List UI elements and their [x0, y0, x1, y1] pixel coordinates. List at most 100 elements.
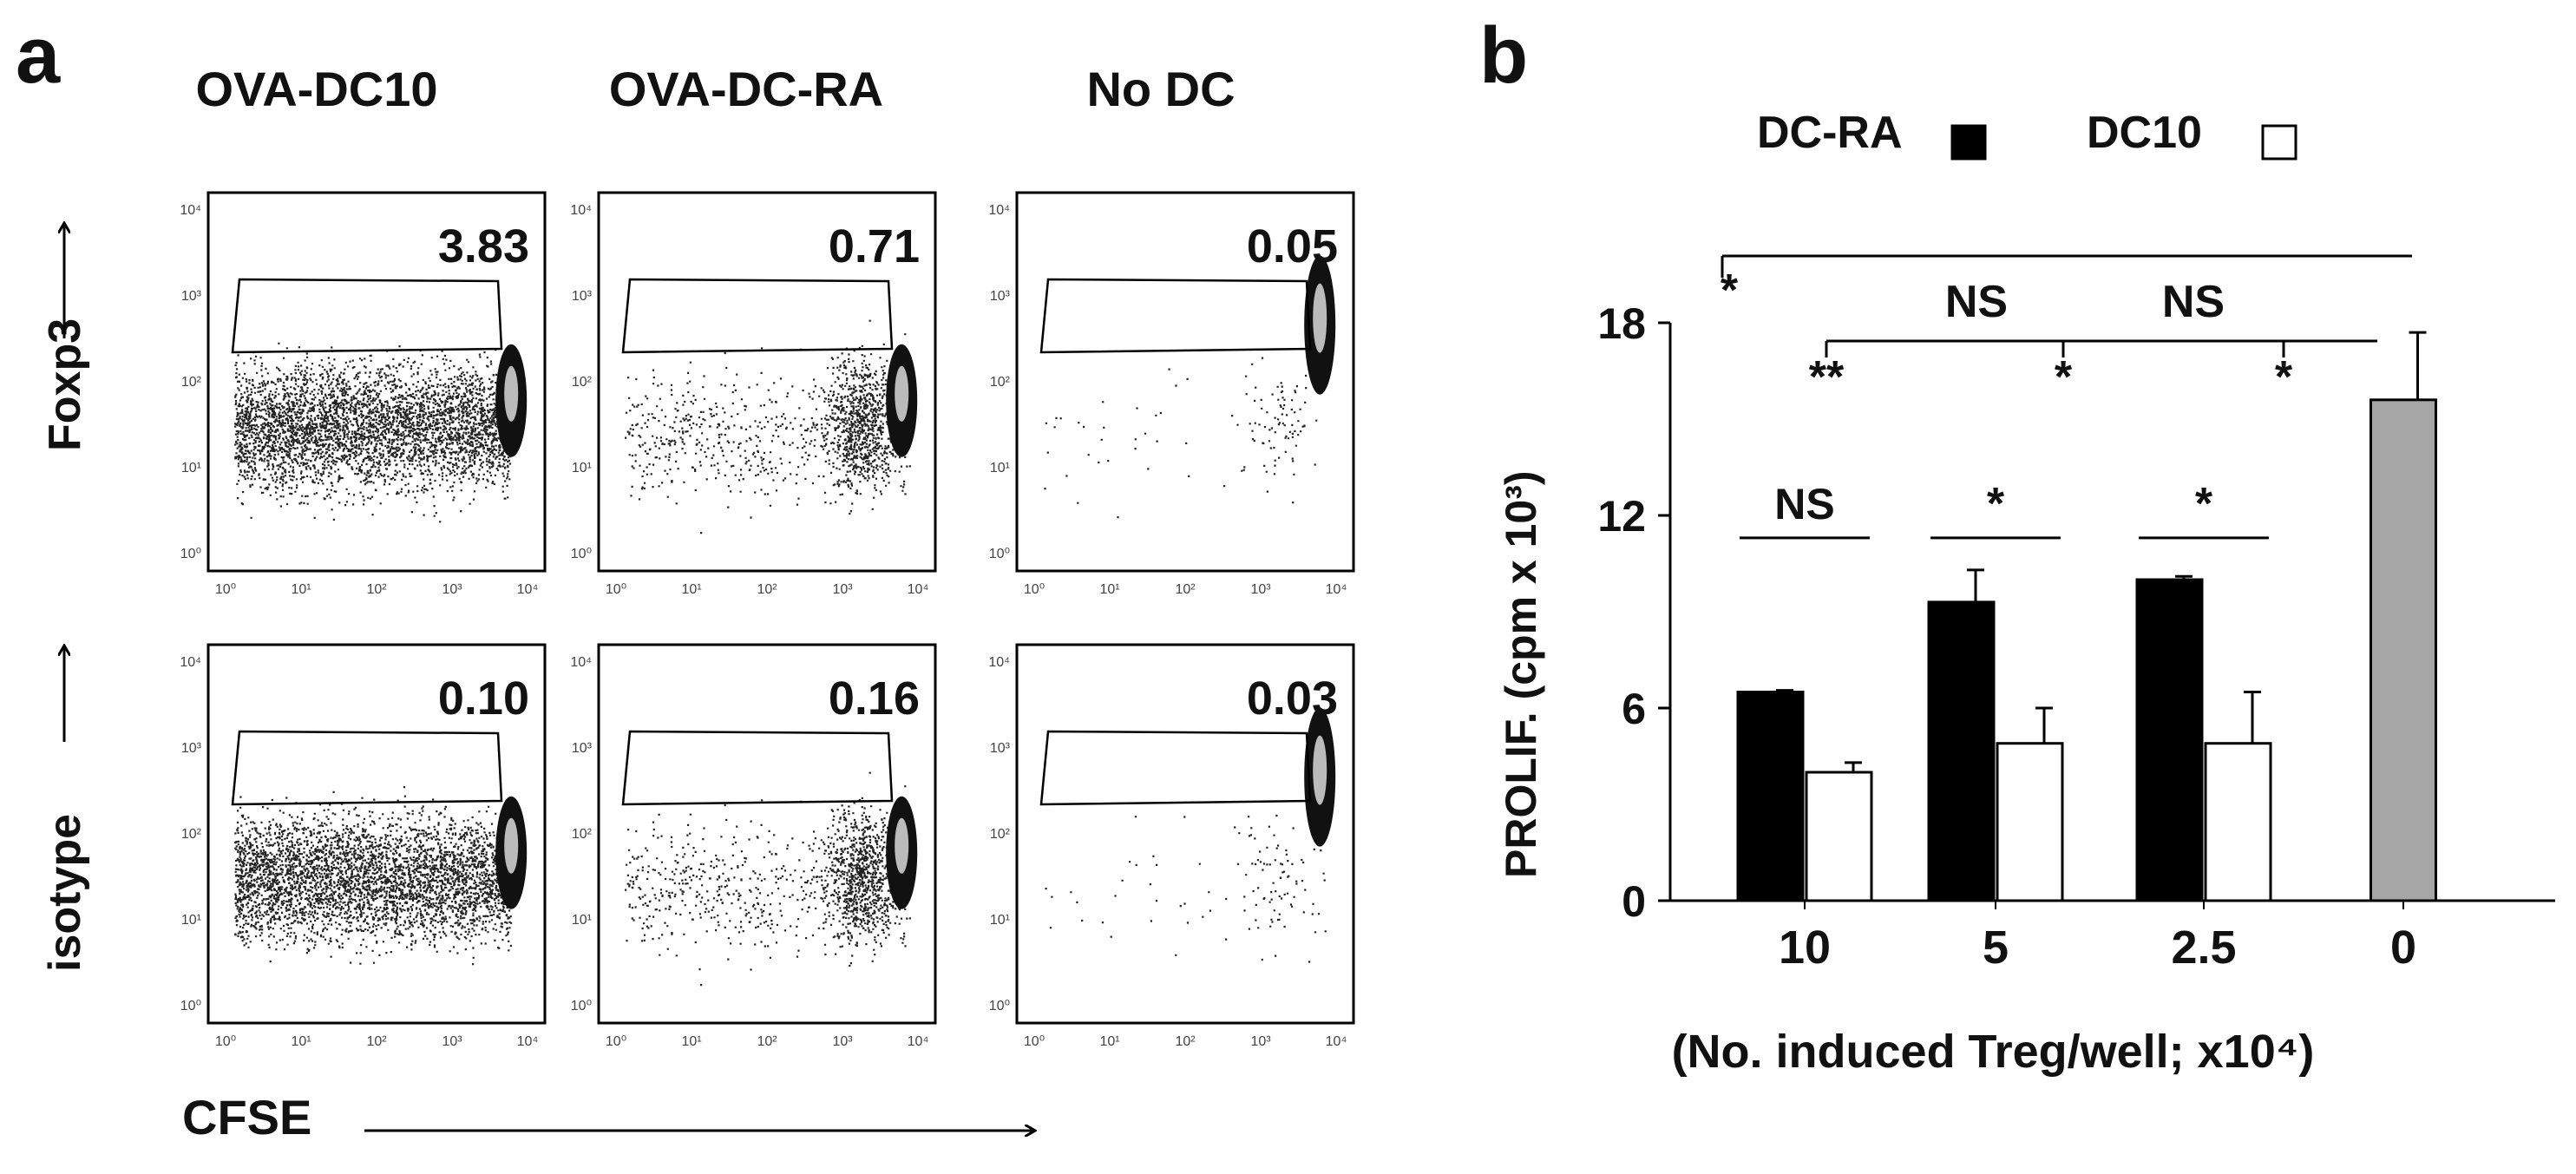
y-tick-label: 10⁰	[989, 999, 1010, 1013]
panel-a: a OVA-DC10 OVA-DC-RA No DC Foxp3 isotype…	[16, 11, 1355, 1144]
y-tick-label: 10¹	[181, 913, 201, 928]
cell-cluster-core	[895, 365, 909, 422]
ns-label: NS	[1945, 277, 2008, 327]
x-label-cfse: CFSE	[182, 1090, 311, 1144]
scatter-dots	[234, 786, 513, 966]
y-tick-label: 10³	[572, 741, 593, 756]
x-tick-label: 10³	[442, 582, 462, 597]
y-tick-label: 10³	[181, 741, 202, 756]
plot-frame	[597, 643, 937, 1025]
scatter-dots	[234, 342, 513, 523]
y-tick-label: 10⁰	[180, 999, 201, 1013]
cell-cluster-core	[504, 817, 519, 874]
y-tick-label: 10⁴	[180, 203, 201, 218]
x-tick-label: 10²	[757, 1034, 777, 1049]
category-label: 10	[1779, 921, 1831, 974]
y-tick-label: 0	[1622, 877, 1646, 926]
row-label-isotype: isotype	[40, 814, 90, 972]
y-tick-label: 10¹	[990, 913, 1010, 928]
y-tick-label: 10¹	[572, 461, 592, 476]
x-tick-label: 10⁴	[908, 1034, 929, 1049]
drop-star: *	[2055, 352, 2073, 403]
column-title-ova-dc10: OVA-DC10	[195, 62, 437, 116]
y-axis-label: PROLIF. (cpm x 10³)	[1497, 470, 1545, 878]
gate-polygon	[231, 278, 503, 354]
facs-plot-r2-c3: 0.03 10⁰ 10¹ 10² 10³ 10⁴ 10⁰ 10¹ 10² 10³ 10⁴	[988, 643, 1355, 1049]
gate-percentage: 3.83	[438, 220, 529, 272]
y-tick-label: 10⁴	[180, 655, 201, 670]
category-label: 0	[2390, 921, 2416, 974]
y-tick-label: 10³	[990, 741, 1011, 756]
gate-percentage: 0.71	[829, 220, 920, 272]
bar-dc-ra-5	[1927, 600, 1996, 902]
plot-frame	[597, 191, 937, 573]
panel-b-letter: b	[1479, 11, 1528, 100]
y-tick-label: 10⁰	[571, 999, 592, 1013]
y-tick-label: 10⁴	[988, 203, 1010, 218]
facs-plot-r2-c2: 0.16 10⁰ 10¹ 10² 10³ 10⁴ 10⁰ 10¹ 10² 10³ 10⁴	[570, 643, 937, 1049]
scatter-points	[234, 342, 513, 523]
plot-frame	[1015, 643, 1355, 1025]
gate-percentage: 0.10	[438, 672, 529, 725]
gate-polygon	[1039, 278, 1312, 354]
gate-polygon	[1039, 730, 1312, 806]
legend-label-dc-ra: DC-RA	[1757, 108, 1903, 158]
x-tick-label: 10¹	[291, 1034, 311, 1049]
category-label: 2.5	[2171, 921, 2236, 974]
column-title-no-dc: No DC	[1086, 62, 1235, 116]
y-tick-label: 10⁰	[989, 547, 1010, 561]
scatter-points	[234, 786, 513, 966]
y-tick-label: 18	[1597, 299, 1646, 348]
x-tick-label: 10³	[832, 1034, 853, 1049]
y-tick-label: 10¹	[990, 461, 1010, 476]
legend-label-dc10: DC10	[2087, 108, 2202, 158]
pair-significance: NS	[1774, 480, 1834, 528]
panel-b: b DC-RA DC10 PROLIF. (cpm x 10³) 0 6 12 18 1…	[1479, 11, 2555, 1078]
bar-dc10-10	[1805, 771, 1873, 902]
y-tick-label: 10¹	[181, 461, 201, 476]
bar-dc10-5	[1996, 742, 2064, 902]
x-tick-label: 10⁰	[1024, 1034, 1045, 1049]
gate-polygon	[621, 278, 894, 354]
x-axis-label: (No. induced Treg/well; x10⁴)	[1672, 1026, 2315, 1078]
x-tick-label: 10¹	[1099, 582, 1119, 597]
x-tick-label: 10³	[1250, 582, 1271, 597]
bar-dc10-2.5	[2204, 742, 2272, 902]
plot-frame	[1015, 191, 1355, 573]
ns-label: NS	[2162, 277, 2225, 327]
scatter-points	[625, 319, 912, 535]
gate-polygon	[621, 730, 894, 806]
y-tick-label: 10²	[181, 375, 202, 390]
x-tick-label: 10⁰	[606, 1034, 626, 1049]
x-tick-label: 10²	[1175, 1034, 1196, 1049]
x-tick-label: 10⁰	[215, 582, 236, 597]
legend-swatch-dc10	[2261, 124, 2297, 161]
x-tick-label: 10²	[757, 582, 777, 597]
x-tick-label: 10⁴	[1326, 1034, 1347, 1049]
x-tick-label: 10¹	[681, 582, 701, 597]
bar-dc-ra-2.5	[2135, 578, 2204, 902]
y-tick-label: 10²	[181, 827, 202, 842]
y-tick-label: 10²	[990, 375, 1011, 390]
cell-cluster-core	[1313, 283, 1327, 353]
facs-plot-r2-c1: 0.10 10⁰ 10¹ 10² 10³ 10⁴ 10⁰ 10¹ 10² 10³ 10⁴	[180, 643, 547, 1049]
gate-polygon	[231, 730, 503, 806]
pair-significance: *	[2195, 479, 2213, 529]
y-tick-label: 10²	[990, 827, 1011, 842]
x-tick-label: 10³	[1250, 1034, 1271, 1049]
x-tick-label: 10⁴	[517, 1034, 539, 1049]
pair-significance: *	[1987, 479, 2005, 529]
x-tick-label: 10¹	[1099, 1034, 1119, 1049]
y-tick-label: 6	[1622, 685, 1646, 733]
y-tick-label: 12	[1597, 492, 1646, 541]
y-tick-label: 10⁰	[180, 547, 201, 561]
column-title-ova-dc-ra: OVA-DC-RA	[609, 62, 883, 116]
y-tick-label: 10²	[572, 375, 593, 390]
x-tick-label: 10³	[832, 582, 853, 597]
legend-swatch-dc-ra	[1950, 124, 1987, 161]
y-tick-label: 10³	[181, 289, 202, 304]
row-label-foxp3: Foxp3	[40, 318, 90, 451]
gate-percentage: 0.03	[1247, 672, 1338, 725]
x-tick-label: 10⁴	[517, 582, 539, 597]
